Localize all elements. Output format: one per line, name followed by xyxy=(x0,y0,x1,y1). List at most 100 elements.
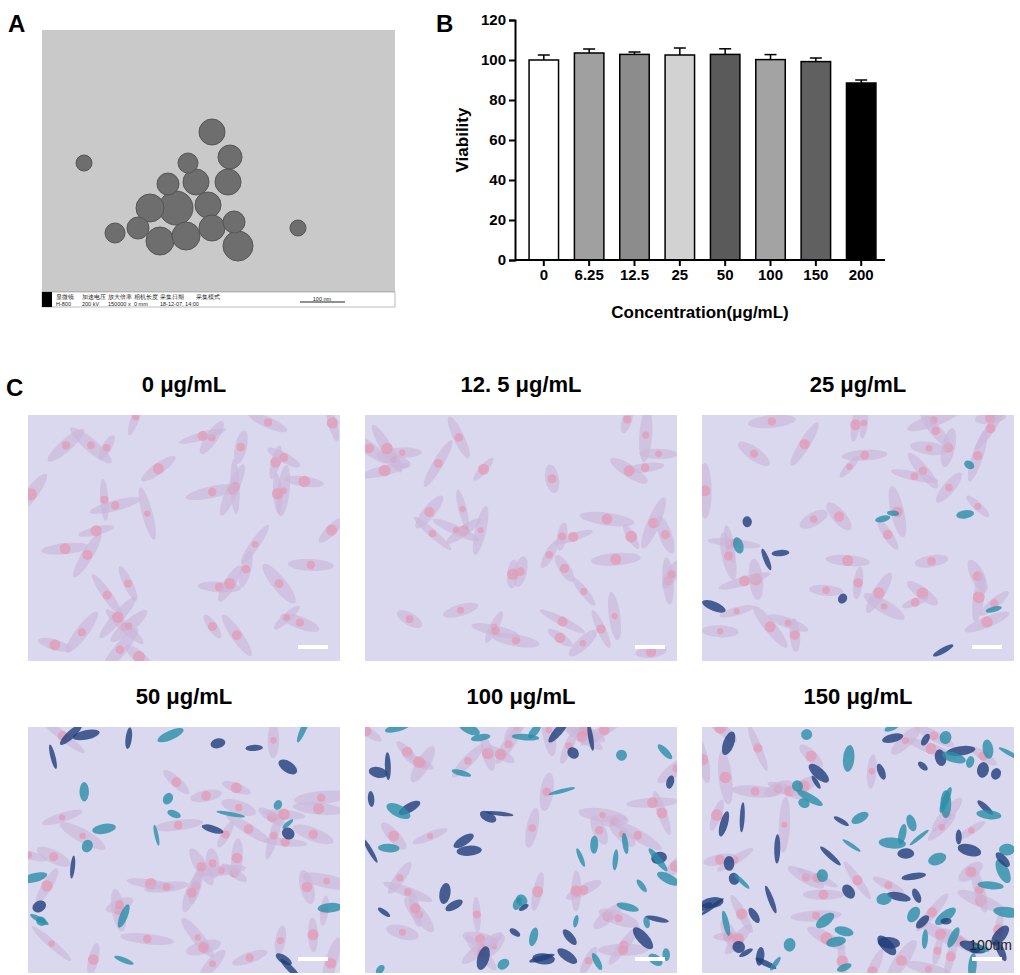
nucleus xyxy=(406,615,414,623)
cell xyxy=(316,514,340,546)
iron-stain xyxy=(365,838,379,864)
iron-stain xyxy=(818,845,842,868)
nucleus xyxy=(927,557,936,566)
cell xyxy=(866,754,878,789)
nucleus xyxy=(252,541,259,548)
nucleus xyxy=(557,616,567,626)
nucleus xyxy=(927,907,937,917)
nucleus xyxy=(326,524,337,535)
nucleus xyxy=(818,890,828,900)
nucleus xyxy=(946,952,956,962)
nucleus xyxy=(974,503,981,510)
cell xyxy=(201,612,225,641)
iron-stain xyxy=(783,937,796,952)
cell xyxy=(747,415,796,430)
nucleus xyxy=(246,954,254,962)
nucleus xyxy=(781,822,787,828)
iron-stain xyxy=(384,800,413,823)
iron-stain xyxy=(719,730,738,757)
cell xyxy=(735,437,774,470)
iron-stain xyxy=(755,947,765,967)
nucleus xyxy=(278,809,290,821)
cell xyxy=(37,635,73,655)
iron-stain xyxy=(774,834,781,864)
cell xyxy=(555,521,570,551)
cell-texture xyxy=(365,415,677,660)
nucleus xyxy=(965,866,976,877)
nucleus xyxy=(883,530,893,540)
iron-stain xyxy=(201,822,225,835)
iron-stain xyxy=(367,791,375,807)
nucleus xyxy=(277,937,284,944)
nucleus xyxy=(546,727,552,733)
x-tick-label: 150 xyxy=(803,266,828,283)
iron-stain xyxy=(91,822,116,836)
cell xyxy=(484,742,517,766)
nucleus xyxy=(307,929,318,940)
cell xyxy=(570,575,598,608)
iron-stain xyxy=(739,802,745,832)
cell xyxy=(196,418,228,457)
iron-stain xyxy=(763,885,779,914)
nucleus xyxy=(641,463,650,472)
nucleus xyxy=(302,882,313,893)
cell xyxy=(590,551,641,567)
cell xyxy=(307,917,318,952)
iron-stain xyxy=(616,901,640,914)
cell xyxy=(262,808,305,821)
nucleus xyxy=(197,862,207,872)
iron-stain xyxy=(532,952,556,965)
panel-label: B xyxy=(436,10,453,37)
particle xyxy=(223,231,253,261)
nucleus xyxy=(100,496,108,504)
error-cap xyxy=(810,57,822,59)
cell xyxy=(288,558,334,572)
iron-stain xyxy=(940,918,951,925)
iron-stain xyxy=(28,870,48,885)
nucleus xyxy=(585,957,593,965)
x-axis-title: Concentration(μg/mL) xyxy=(611,303,789,322)
nucleus xyxy=(933,947,941,955)
nucleus xyxy=(751,787,760,796)
nucleus xyxy=(78,628,86,636)
cell xyxy=(231,429,250,465)
cell xyxy=(34,843,73,871)
iron-stain xyxy=(575,847,587,867)
nucleus xyxy=(491,626,500,635)
cell xyxy=(930,936,944,965)
iron-stain xyxy=(470,733,491,743)
tem-image: 显微镜加速电压放大倍率相机长度采集日期采集模式H-800200 kV150000… xyxy=(42,30,395,307)
micrograph: 150 μg/mL xyxy=(692,684,1020,975)
nucleus xyxy=(822,587,830,595)
cell xyxy=(652,514,677,556)
nucleus xyxy=(753,744,762,753)
nucleus xyxy=(313,803,324,814)
iron-stain xyxy=(518,903,530,913)
x-tick: 200 xyxy=(849,260,874,283)
x-axis-line xyxy=(515,259,885,261)
nucleus xyxy=(87,442,95,450)
y-axis-line xyxy=(509,21,516,261)
y-tick-mark xyxy=(509,180,515,182)
nucleus xyxy=(198,942,209,953)
nucleus xyxy=(902,737,909,744)
cell xyxy=(715,845,756,874)
iron-stain xyxy=(378,843,400,852)
iron-stain xyxy=(527,927,540,947)
particle xyxy=(223,211,245,233)
error-cap xyxy=(765,54,777,56)
nucleus xyxy=(208,859,216,867)
y-tick-mark xyxy=(509,60,515,62)
cell xyxy=(230,947,269,969)
iron-stain xyxy=(985,605,1002,614)
y-tick: 60 xyxy=(489,131,515,148)
nucleus xyxy=(580,640,587,647)
iron-stain xyxy=(451,768,472,779)
nucleus xyxy=(91,525,102,536)
cell xyxy=(160,767,192,798)
iron-stain xyxy=(272,799,283,811)
cell xyxy=(858,947,887,973)
nucleus xyxy=(270,737,276,743)
iron-stain xyxy=(771,549,789,557)
tem-value: 150000 x xyxy=(108,301,131,307)
